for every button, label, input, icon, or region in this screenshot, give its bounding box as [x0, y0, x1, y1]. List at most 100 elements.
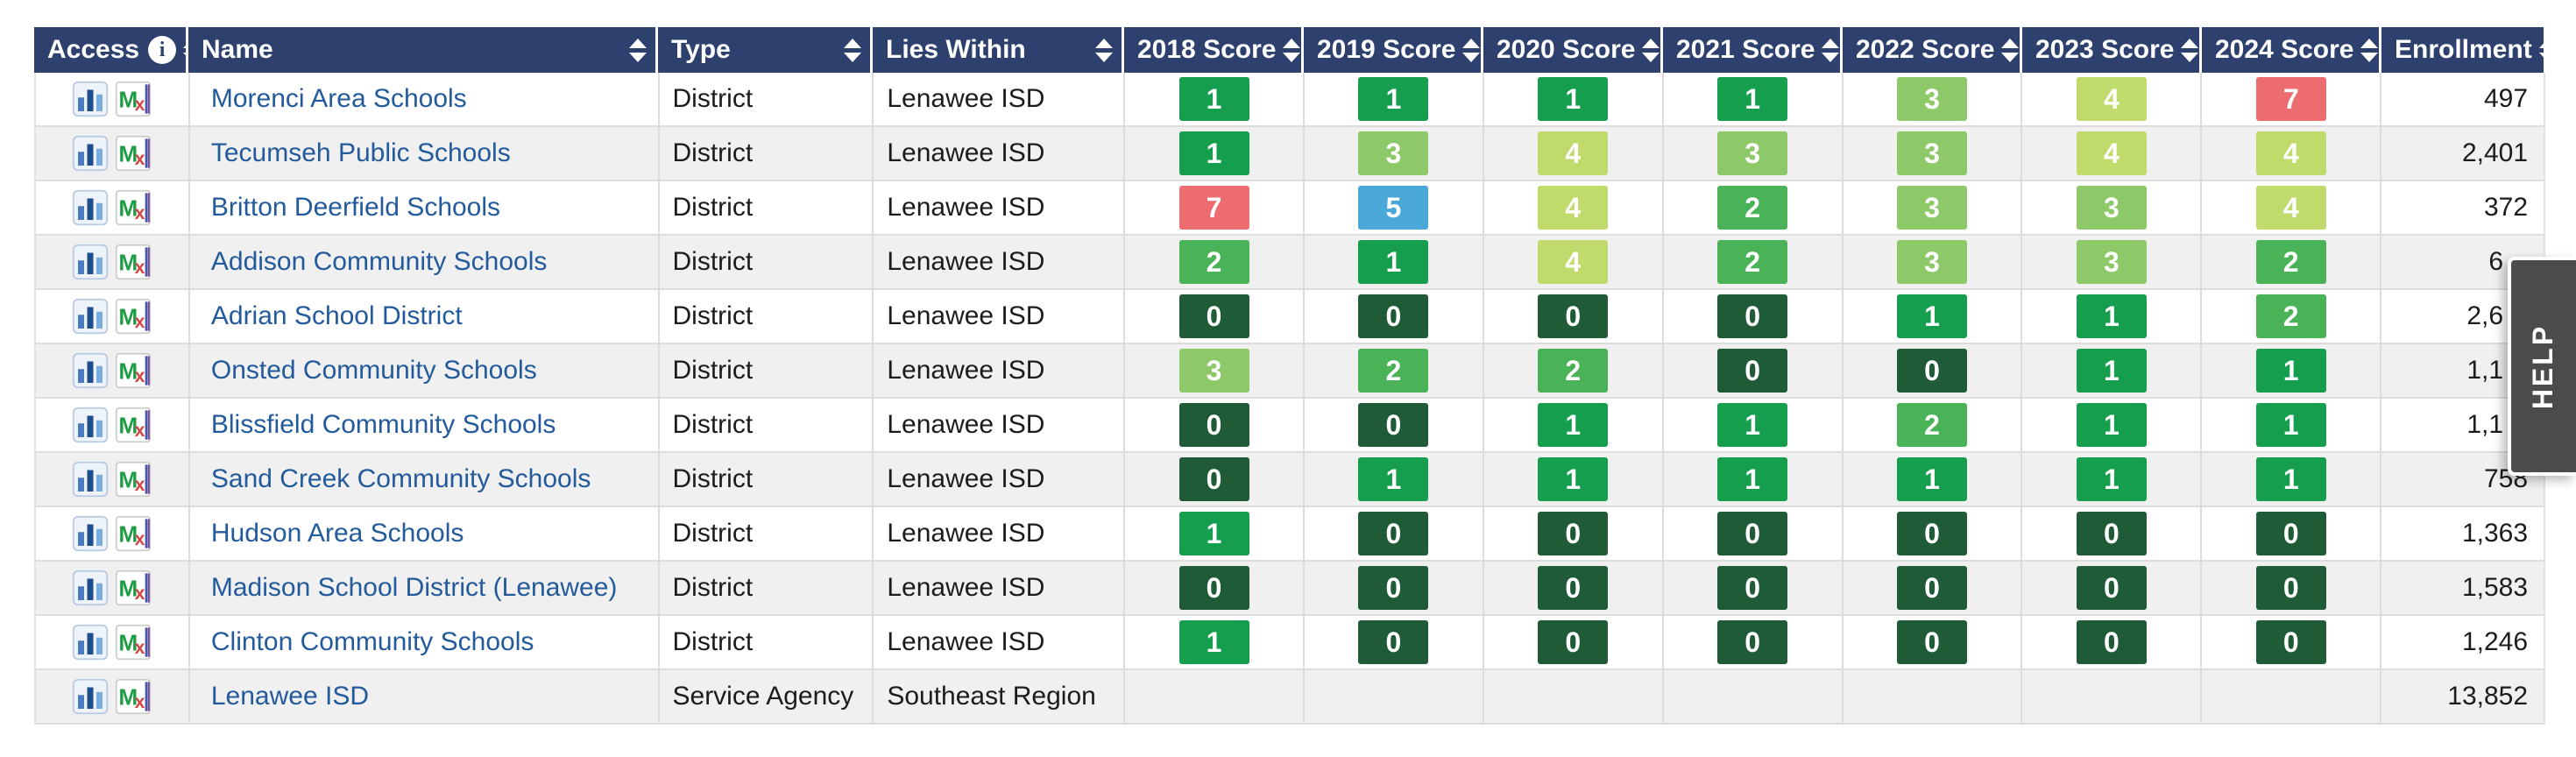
reports-bar-chart-icon[interactable] [72, 678, 109, 715]
entity-name-link[interactable]: Morenci Area Schools [210, 84, 467, 113]
sort-arrows-icon[interactable] [1994, 38, 2020, 62]
svg-text:x: x [135, 475, 145, 495]
lies-within-cell: Lenawee ISD [874, 290, 1126, 343]
entity-name-link[interactable]: Blissfield Community Schools [210, 410, 556, 439]
score-badge: 0 [1178, 403, 1249, 447]
svg-text:M: M [119, 684, 138, 711]
score-cell-2020: 1 [1484, 73, 1664, 125]
entity-name-link[interactable]: Hudson Area Schools [210, 519, 464, 548]
column-header-s2022[interactable]: 2022 Score [1843, 27, 2022, 73]
reports-bar-chart-icon[interactable] [72, 189, 109, 226]
column-header-s2020[interactable]: 2020 Score [1483, 27, 1663, 73]
score-badge: 3 [1358, 131, 1429, 175]
reports-bar-chart-icon[interactable] [72, 81, 109, 117]
reports-bar-chart-icon[interactable] [72, 515, 109, 552]
entity-name-link[interactable]: Clinton Community Schools [210, 627, 534, 656]
entity-name-link[interactable]: Madison School District (Lenawee) [210, 573, 618, 602]
score-cell-2019: 5 [1305, 181, 1484, 234]
score-badge: 4 [1538, 240, 1609, 284]
score-badge: 0 [2076, 620, 2147, 664]
score-badge: 4 [2255, 131, 2326, 175]
column-header-s2019[interactable]: 2019 Score [1304, 27, 1483, 73]
score-cell-2021: 0 [1664, 507, 1844, 560]
entity-name-link[interactable]: Addison Community Schools [210, 247, 548, 276]
score-cell-2024: 1 [2202, 399, 2382, 451]
help-tab-label: HELP [2527, 323, 2559, 409]
column-header-s2023[interactable]: 2023 Score [2022, 27, 2202, 73]
score-cell-2020: 1 [1484, 453, 1664, 506]
sort-arrows-icon[interactable] [1455, 38, 1481, 62]
entity-name-link[interactable]: Onsted Community Schools [210, 356, 537, 385]
svg-text:x: x [135, 584, 145, 604]
entity-name-link[interactable]: Adrian School District [210, 301, 463, 330]
score-badge: 1 [2076, 294, 2147, 338]
sort-arrows-icon[interactable] [2174, 38, 2199, 62]
column-header-access[interactable]: Access i [34, 27, 202, 73]
entity-name-link[interactable]: Tecumseh Public Schools [210, 138, 511, 167]
reports-bar-chart-icon[interactable] [72, 461, 109, 498]
sort-arrows-icon[interactable] [1276, 38, 1301, 62]
type-cell: Service Agency [660, 670, 874, 723]
score-badge: 1 [1178, 512, 1249, 555]
column-header-s2021[interactable]: 2021 Score [1663, 27, 1843, 73]
reports-bar-chart-icon[interactable] [72, 352, 109, 389]
entity-name-link[interactable]: Lenawee ISD [210, 682, 369, 711]
svg-text:M: M [119, 521, 138, 548]
score-cell-2023: 1 [2022, 399, 2203, 451]
sort-arrows-icon[interactable] [2532, 38, 2557, 62]
column-header-type[interactable]: Type [658, 27, 873, 73]
info-icon[interactable]: i [148, 36, 177, 64]
column-header-s2018[interactable]: 2018 Score [1124, 27, 1304, 73]
column-header-s2024[interactable]: 2024 Score [2202, 27, 2381, 73]
sort-arrows-icon[interactable] [1635, 38, 1660, 62]
reports-bar-chart-icon[interactable] [72, 407, 109, 443]
sort-arrows-icon[interactable] [837, 38, 861, 62]
help-tab[interactable]: HELP [2508, 257, 2576, 476]
svg-text:M: M [119, 195, 138, 222]
reports-bar-chart-icon[interactable] [72, 244, 109, 280]
sort-arrows-icon[interactable] [1815, 38, 1840, 62]
score-cell-2020 [1484, 670, 1664, 723]
reports-bar-chart-icon[interactable] [72, 624, 109, 661]
column-header-name[interactable]: Name [188, 27, 658, 73]
column-header-label: 2023 Score [2035, 35, 2175, 64]
column-header-lies[interactable]: Lies Within [873, 27, 1124, 73]
sort-arrows-icon[interactable] [2353, 38, 2379, 62]
sort-arrows-icon[interactable] [622, 38, 647, 62]
score-cell-2024: 4 [2202, 181, 2382, 234]
score-badge: 1 [1717, 403, 1788, 447]
sort-arrows-icon[interactable] [1088, 38, 1113, 62]
reports-bar-chart-icon[interactable] [72, 135, 109, 172]
column-header-enroll[interactable]: Enrollment [2381, 27, 2557, 73]
score-cell-2024: 0 [2202, 616, 2382, 669]
score-badge: 0 [1358, 566, 1429, 610]
reports-bar-chart-icon[interactable] [72, 298, 109, 335]
svg-text:x: x [135, 203, 145, 223]
enrollment-cell: 2,401 [2461, 138, 2529, 167]
score-badge: 3 [2076, 186, 2147, 230]
reports-bar-chart-icon[interactable] [72, 570, 109, 606]
entity-name-link[interactable]: Sand Creek Community Schools [210, 464, 591, 493]
score-cell-2019: 0 [1305, 616, 1484, 669]
score-cell-2020: 0 [1484, 290, 1664, 343]
name-cell: Morenci Area Schools [190, 73, 660, 125]
score-badge: 3 [1178, 349, 1249, 393]
score-badge: 1 [2076, 457, 2147, 501]
entity-name-link[interactable]: Britton Deerfield Schools [210, 193, 501, 222]
